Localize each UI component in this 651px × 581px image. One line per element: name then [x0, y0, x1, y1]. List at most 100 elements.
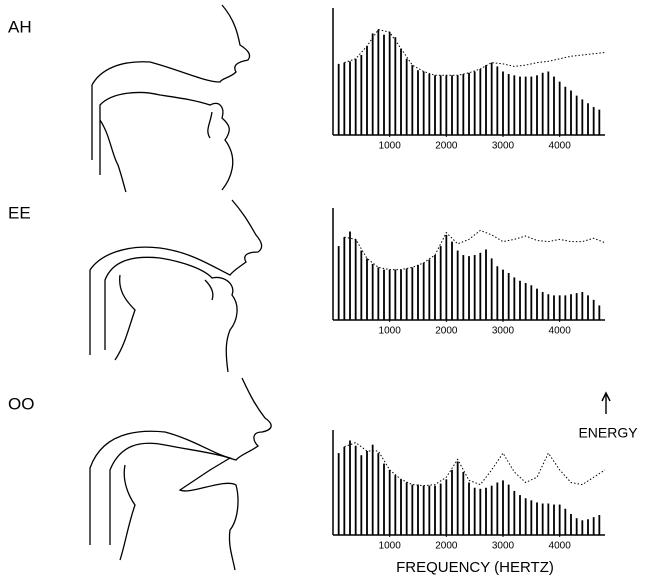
bar — [388, 269, 391, 320]
bar — [581, 520, 584, 535]
bar — [519, 76, 521, 135]
bar — [439, 75, 442, 135]
bar — [417, 70, 419, 135]
bar — [564, 86, 567, 135]
bar — [337, 63, 340, 135]
bar — [536, 75, 538, 135]
y-axis-label: ENERGY — [578, 425, 638, 441]
bar — [502, 480, 504, 535]
bar — [536, 288, 538, 320]
bar — [513, 277, 516, 320]
bar — [434, 75, 436, 135]
bar — [405, 482, 408, 535]
bar — [496, 66, 499, 135]
bar — [360, 54, 363, 135]
bar — [349, 231, 351, 320]
bar — [445, 234, 448, 320]
bar — [451, 75, 453, 135]
bar — [536, 502, 538, 535]
x-tick-label: 3000 — [492, 541, 515, 552]
bar — [445, 479, 448, 535]
bar — [445, 75, 448, 135]
bar — [507, 272, 510, 320]
bar — [462, 255, 465, 320]
bar — [592, 107, 595, 135]
bar — [598, 109, 601, 135]
bar — [439, 246, 442, 320]
bar — [428, 259, 431, 320]
bar — [422, 262, 425, 320]
bar — [371, 33, 374, 135]
bar — [564, 508, 567, 535]
bar — [451, 469, 453, 535]
bar — [485, 249, 487, 320]
energy-arrow — [601, 391, 611, 414]
bar — [360, 250, 363, 320]
bar — [411, 65, 414, 135]
bar — [513, 75, 516, 135]
bar — [519, 495, 521, 535]
bar — [541, 72, 544, 135]
bar — [337, 246, 340, 320]
bar — [337, 453, 340, 535]
bar — [507, 484, 510, 535]
bar — [417, 484, 419, 535]
bar — [343, 446, 346, 535]
bar — [507, 74, 510, 135]
face-ah — [91, 4, 251, 193]
vowel-label: AH — [8, 17, 32, 36]
bar — [479, 252, 482, 320]
bar — [354, 239, 357, 320]
bar — [434, 485, 436, 535]
bar — [558, 295, 561, 320]
bar — [547, 71, 550, 135]
bar — [405, 268, 408, 320]
bar — [354, 445, 357, 535]
bar — [502, 71, 504, 135]
bar — [592, 299, 595, 320]
bar — [490, 485, 493, 535]
bar — [377, 453, 380, 535]
x-tick-label: 3000 — [492, 141, 515, 152]
bar — [428, 74, 431, 135]
bar — [422, 485, 425, 535]
bar — [592, 517, 595, 535]
bar — [400, 269, 402, 320]
x-tick-label: 4000 — [549, 326, 572, 337]
bar — [570, 514, 572, 535]
bar — [473, 255, 476, 320]
bar — [400, 48, 402, 135]
bar — [587, 295, 589, 320]
face-ee — [89, 199, 263, 373]
bar — [547, 294, 550, 320]
bar — [383, 34, 385, 135]
bar — [366, 258, 368, 320]
bar — [524, 76, 527, 135]
bar — [422, 71, 425, 135]
bar — [598, 305, 601, 320]
bar — [570, 294, 572, 320]
bar — [394, 269, 397, 320]
bar — [558, 504, 561, 535]
x-axis-label: FREQUENCY (HERTZ) — [396, 559, 554, 576]
x-tick-label: 2000 — [435, 326, 458, 337]
bar — [411, 484, 414, 535]
bar — [519, 280, 521, 320]
bar — [575, 95, 578, 135]
bar — [456, 461, 459, 535]
x-tick-label: 2000 — [435, 141, 458, 152]
bar — [468, 72, 470, 135]
bar — [553, 76, 555, 135]
bar — [530, 285, 533, 320]
bar — [485, 487, 487, 535]
bar — [349, 61, 351, 136]
bar — [564, 295, 567, 320]
x-tick-label: 1000 — [379, 326, 402, 337]
bar — [394, 37, 397, 135]
bar — [405, 58, 408, 135]
bar — [553, 295, 555, 320]
bar — [456, 250, 459, 320]
bar — [479, 68, 482, 135]
bar — [558, 81, 561, 135]
